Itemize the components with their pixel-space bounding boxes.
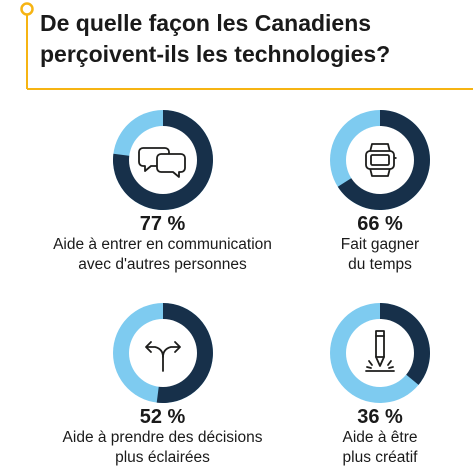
pencil-sparks-icon — [365, 330, 395, 372]
stat-percent: 52 % — [139, 406, 186, 428]
stat-percent: 77 % — [139, 213, 186, 235]
stat-label-line: Fait gagner — [340, 236, 420, 253]
stat-communication: 77 % Aide à entrer en communication avec… — [20, 110, 305, 275]
title-line-1: De quelle façon les Canadiens — [40, 10, 372, 36]
title-line-2: perçoivent-ils les technologies? — [40, 41, 391, 67]
stat-time: 66 % Fait gagner du temps — [300, 110, 460, 275]
stat-creativity: 36 % Aide à être plus créatif — [300, 303, 460, 468]
stat-label-line: du temps — [348, 256, 412, 273]
smartwatch-icon — [365, 143, 397, 177]
speech-bubbles-icon — [137, 147, 186, 178]
donut-chart — [330, 110, 430, 210]
stat-label: Aide à prendre des décisions plus éclair… — [20, 428, 305, 468]
header-accent-lines — [20, 2, 473, 90]
stat-label: Aide à être plus créatif — [300, 428, 460, 468]
donut-hole — [346, 319, 414, 387]
stat-label-line: Aide à être — [342, 429, 418, 446]
stat-label: Fait gagner du temps — [300, 235, 460, 275]
stat-label-line: avec d'autres personnes — [78, 256, 247, 273]
header: De quelle façon les Canadiens perçoivent… — [0, 0, 473, 100]
page-title: De quelle façon les Canadiens perçoivent… — [40, 8, 470, 70]
stat-label-line: plus créatif — [342, 449, 418, 466]
stat-decisions: 52 % Aide à prendre des décisions plus é… — [20, 303, 305, 468]
donut-chart — [112, 303, 213, 403]
stat-percent: 66 % — [357, 213, 403, 235]
donut-chart — [112, 110, 213, 210]
stat-label-line: Aide à entrer en communication — [53, 236, 272, 253]
stat-percent: 36 % — [357, 406, 403, 428]
stat-label-line: plus éclairées — [115, 449, 210, 466]
donut-slice — [112, 110, 213, 210]
donut-chart — [330, 303, 430, 403]
split-arrows-icon — [144, 341, 181, 372]
stat-label: Aide à entrer en communication avec d'au… — [20, 235, 305, 275]
stat-label-line: Aide à prendre des décisions — [62, 429, 263, 446]
